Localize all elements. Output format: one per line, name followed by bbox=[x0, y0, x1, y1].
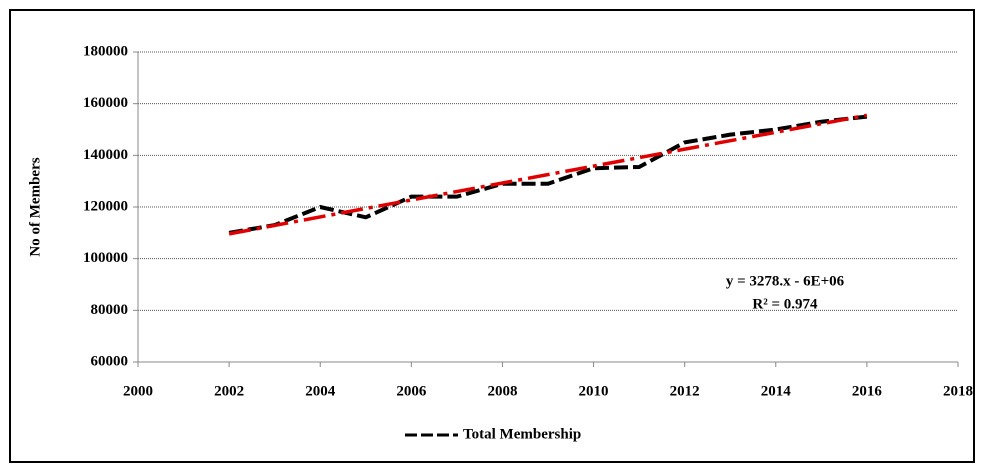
legend-label: Total Membership bbox=[463, 426, 581, 442]
equation-annotation: y = 3278.x - 6E+06 bbox=[726, 273, 845, 289]
y-tick-label: 120000 bbox=[83, 198, 128, 214]
y-tick-label: 180000 bbox=[83, 43, 128, 59]
x-tick-label: 2016 bbox=[852, 383, 883, 399]
x-tick-label: 2012 bbox=[670, 383, 700, 399]
y-tick-label: 160000 bbox=[83, 95, 128, 111]
x-tick-label: 2010 bbox=[579, 383, 609, 399]
r-squared-annotation: R² = 0.974 bbox=[752, 296, 818, 312]
data-line bbox=[228, 114, 868, 235]
y-axis-label: No of Members bbox=[27, 157, 43, 256]
x-tick-label: 2014 bbox=[761, 383, 792, 399]
x-tick-label: 2004 bbox=[305, 383, 336, 399]
y-tick-label: 80000 bbox=[91, 302, 129, 318]
y-tick-label: 100000 bbox=[83, 250, 128, 266]
y-tick-label: 140000 bbox=[83, 147, 128, 163]
x-tick-label: 2006 bbox=[396, 383, 427, 399]
x-tick-label: 2018 bbox=[943, 383, 973, 399]
x-tick-label: 2002 bbox=[214, 383, 244, 399]
trend-line bbox=[228, 113, 868, 236]
y-tick-label: 60000 bbox=[91, 353, 129, 369]
x-tick-label: 2008 bbox=[487, 383, 517, 399]
x-tick-label: 2000 bbox=[123, 383, 153, 399]
chart-frame bbox=[9, 9, 975, 463]
